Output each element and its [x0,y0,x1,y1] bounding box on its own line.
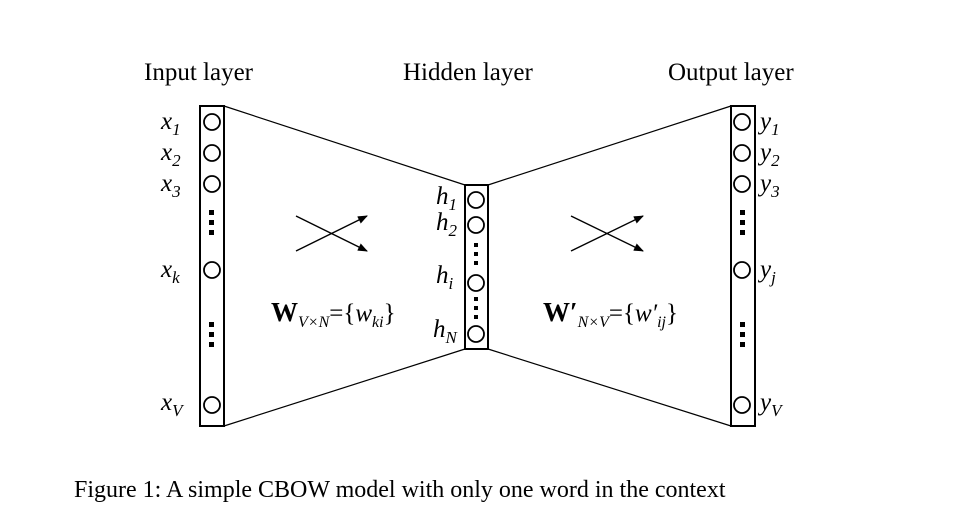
output-layer-title: Output layer [668,59,794,86]
crossed-arrows-icon-right [570,215,644,252]
hidden-ellipsis-upper [474,243,478,265]
hidden-label-h1: h1 [436,183,457,214]
connection-line-output-bottom [487,348,732,427]
hidden-layer-title: Hidden layer [403,59,533,86]
hidden-node-hi [467,274,485,292]
input-label-xV: xV [160,389,185,420]
input-label-xk: xk [160,256,180,287]
output-node-y3 [733,175,751,193]
output-label-y1: y1 [757,108,780,139]
connection-line-input-bottom [223,348,466,427]
output-label-yj: yj [757,256,776,287]
hidden-label-hi: hi [436,262,454,293]
hidden-node-h2 [467,216,485,234]
input-node-x1 [203,113,221,131]
input-node-xk [203,261,221,279]
input-label-x1: x1 [160,108,181,139]
input-node-xV [203,396,221,414]
output-node-y2 [733,144,751,162]
input-node-x2 [203,144,221,162]
output-label-yV: yV [757,389,784,420]
output-ellipsis-lower [740,322,745,347]
crossed-arrows-icon-left [295,215,368,252]
hidden-label-h2: h2 [436,209,458,240]
output-node-yj [733,261,751,279]
figure-caption: Figure 1: A simple CBOW model with only … [74,477,726,503]
output-label-y3: y3 [757,170,780,201]
input-label-x2: x2 [160,139,181,170]
hidden-label-hN: hN [433,316,459,347]
input-ellipsis-lower [209,322,214,347]
hidden-ellipsis-lower [474,297,478,319]
output-label-y2: y2 [757,139,780,170]
input-node-x3 [203,175,221,193]
output-ellipsis-upper [740,210,745,235]
connection-lines [223,105,732,427]
input-layer-title: Input layer [144,59,254,86]
weight-label-hidden-output: W′N×V={w′ij} [543,297,678,331]
weight-label-input-hidden: WV×N={wki} [271,297,396,331]
hidden-layer-box [464,184,489,350]
input-label-x3: x3 [160,170,181,201]
input-ellipsis-upper [209,210,214,235]
output-node-yV [733,396,751,414]
connection-line-output-top [487,105,732,186]
output-node-y1 [733,113,751,131]
hidden-node-h1 [467,191,485,209]
connection-line-input-top [223,105,466,186]
hidden-node-hN [467,325,485,343]
